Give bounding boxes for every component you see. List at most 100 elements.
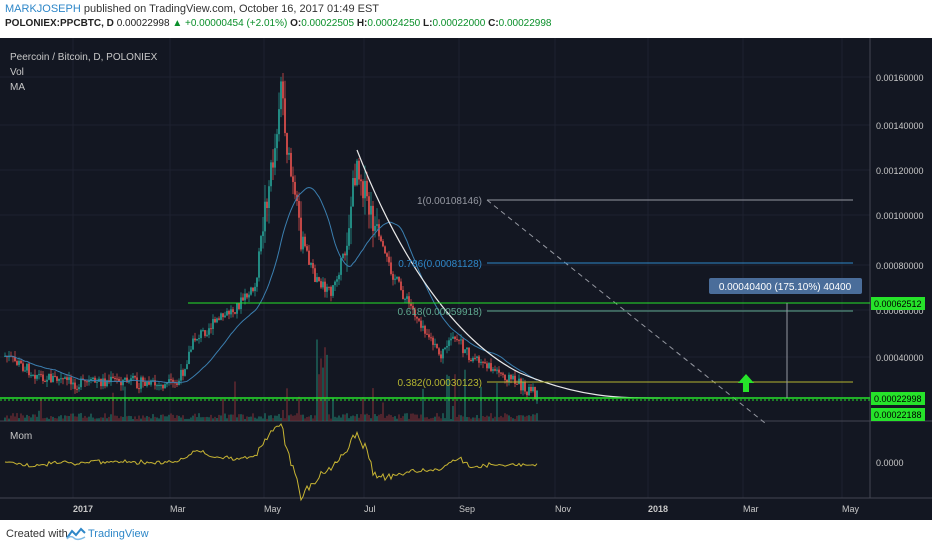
volume-bar [246,416,248,421]
candle-body [422,325,424,328]
candle-body [190,349,192,352]
volume-bar [280,417,282,421]
candle-body [70,377,72,385]
candle-body [104,378,106,387]
candle-body [114,378,116,380]
price-axis[interactable]: 0.00160000 0.00140000 0.00120000 0.00100… [876,73,924,363]
volume-bar [224,413,226,421]
volume-bar [226,418,228,421]
chart-svg[interactable]: 1(0.00108146) 0.786(0.00081128) 0.618(0.… [0,38,932,520]
momentum-line [4,423,538,502]
chart-area[interactable]: 1(0.00108146) 0.786(0.00081128) 0.618(0.… [0,38,932,520]
volume-bar [376,416,378,421]
volume-bar [502,417,504,421]
candle-body [284,98,286,134]
candle-body [430,337,432,339]
volume-bar [192,415,194,421]
candle-body [122,379,124,386]
candle-body [432,337,434,345]
candle-body [446,346,448,348]
volume-bar [72,413,74,421]
candle-body [368,196,370,215]
candle-body [512,375,514,380]
candle-body [376,224,378,226]
candle-body [164,384,166,389]
candle-body [310,262,312,265]
volume-bar [98,418,100,421]
volume-bar [128,415,130,421]
volume-bar [482,416,484,421]
candle-body [258,251,260,278]
candle-body [254,286,256,292]
candle-body [404,298,406,300]
volume-bar [504,413,506,421]
candle-body [522,382,524,391]
close-value: 0.00022998 [498,18,552,29]
volume-bar [368,415,370,421]
volume-bar [210,414,212,421]
candle-body [100,378,102,387]
volume-bar [150,418,152,421]
author-link[interactable]: MARKJOSEPH [5,3,81,15]
volume-bar [316,339,318,421]
candle-body [64,377,66,379]
volume-bar [176,415,178,421]
volume-bar [24,417,26,421]
candle-body [510,374,512,380]
time-axis[interactable]: 2017 Mar May Jul Sep Nov 2018 Mar May [73,504,860,514]
candle-body [166,383,168,385]
candle-body [246,293,248,298]
volume-bar [296,413,298,421]
volume-bar [190,417,192,421]
candle-body [34,374,36,379]
candle-body [312,262,314,269]
tradingview-logo-icon[interactable] [66,527,86,541]
curved-trendline[interactable] [356,149,661,399]
volume-bar [366,413,368,421]
up-arrow-icon[interactable] [738,374,754,392]
candle-body [530,386,532,392]
volume-bar [476,415,478,421]
volume-bar [386,415,388,421]
symbol-label: POLONIEX:PPCBTC, D [5,18,114,29]
volume-bar [440,418,442,421]
candle-body [444,347,446,349]
candle-body [298,200,300,218]
price-tick: 0.00040000 [876,353,924,363]
candle-body [362,181,364,199]
candle-body [60,378,62,380]
volume-bar [178,415,180,421]
volume-bar [250,416,252,421]
volume-bar [484,416,486,421]
volume-bar [526,415,528,421]
volume-bar [4,417,6,421]
candle-body [424,325,426,334]
footer: Created with TradingView [0,521,932,550]
candle-body [144,381,146,386]
volume-bar [180,417,182,421]
volume-bar [536,413,538,421]
volume-bar [70,413,72,421]
candle-body [264,201,266,232]
volume-bar [422,388,424,421]
volume-bar [144,417,146,421]
volume-bar [452,405,454,421]
candle-body [340,258,342,275]
volume-bar [302,414,304,421]
candle-body [16,361,18,365]
volume-bar [462,416,464,421]
volume-bar [134,416,136,421]
volume-bar [90,413,92,421]
candle-body [72,382,74,385]
tradingview-link[interactable]: TradingView [88,528,149,540]
volume-bar [170,413,172,421]
candle-body [536,390,538,400]
mom-axis-label: 0.0000 [876,458,904,468]
volume-bar [518,415,520,421]
candle-body [260,236,262,252]
volume-bar [114,415,116,421]
candle-body [200,330,202,339]
volume-bar [336,417,338,421]
volume-bar [40,397,42,421]
candle-body [86,381,88,383]
